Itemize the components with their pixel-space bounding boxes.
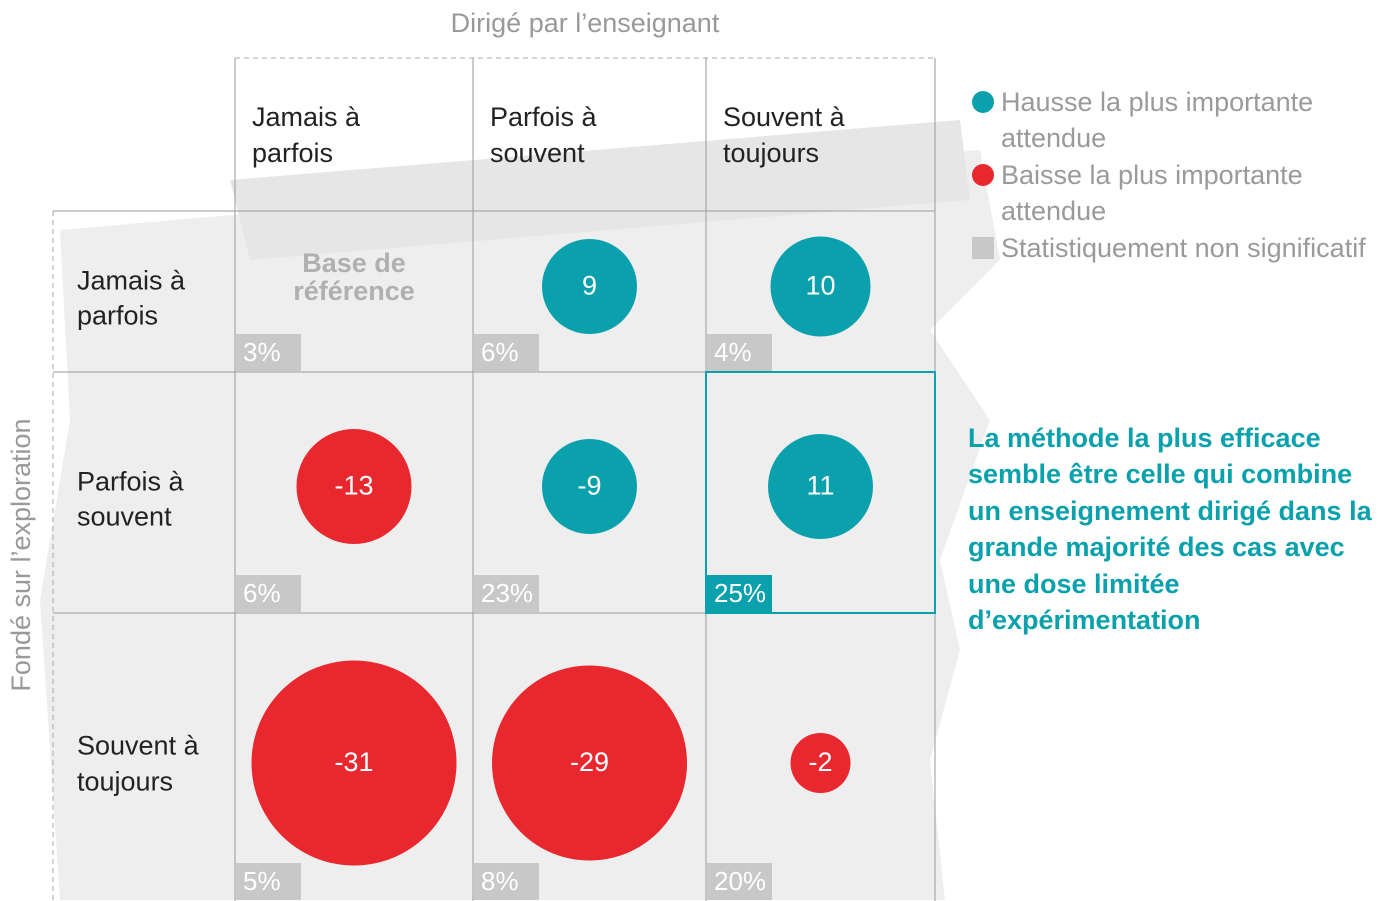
share-label: 20% bbox=[714, 866, 766, 896]
share-box bbox=[236, 334, 301, 371]
share-box bbox=[707, 334, 772, 371]
legend-label: Baisse la plus importante attendue bbox=[1001, 160, 1303, 227]
bubble bbox=[768, 434, 873, 539]
bubble bbox=[492, 665, 687, 861]
legend-label: Hausse la plus importante attendue bbox=[1001, 87, 1314, 154]
share-box bbox=[474, 863, 539, 900]
share-box bbox=[707, 575, 772, 612]
bubble-label: 10 bbox=[805, 271, 835, 301]
bubble bbox=[770, 236, 871, 337]
bubble bbox=[296, 429, 412, 544]
bubble bbox=[542, 239, 637, 334]
share-box bbox=[474, 334, 539, 371]
bubble-label: -31 bbox=[334, 747, 373, 777]
bubble-label: -9 bbox=[577, 471, 601, 501]
baseline-label: Base de référence bbox=[293, 247, 415, 306]
share-label: 4% bbox=[714, 337, 752, 367]
share-box bbox=[474, 575, 539, 612]
y-axis-title: Fondé sur l’exploration bbox=[6, 418, 37, 692]
row-header: Parfois à souvent bbox=[77, 465, 184, 532]
row-header: Souvent à toujours bbox=[77, 730, 199, 797]
annotation: La méthode la plus efficace semble être … bbox=[968, 423, 1372, 636]
x-axis-title: Dirigé par l’enseignant bbox=[450, 8, 720, 38]
share-label: 25% bbox=[714, 578, 766, 608]
column-header: Souvent à toujours bbox=[723, 102, 845, 168]
background-brush bbox=[230, 120, 970, 260]
share-box bbox=[707, 863, 772, 900]
bubble-label: -13 bbox=[334, 471, 373, 501]
legend-marker bbox=[972, 237, 994, 259]
share-label: 6% bbox=[243, 578, 281, 608]
column-header: Parfois à souvent bbox=[490, 102, 597, 168]
bubble-label: -29 bbox=[570, 747, 609, 777]
share-label: 6% bbox=[481, 337, 519, 367]
share-box bbox=[236, 575, 301, 612]
share-label: 5% bbox=[243, 866, 281, 896]
column-header: Jamais à parfois bbox=[252, 102, 361, 168]
bubble bbox=[790, 733, 851, 793]
bubble bbox=[542, 439, 637, 534]
bubble-label: 9 bbox=[582, 271, 597, 301]
share-label: 3% bbox=[243, 337, 281, 367]
share-label: 8% bbox=[481, 866, 519, 896]
share-box bbox=[236, 863, 301, 900]
highlight-frame bbox=[705, 371, 936, 614]
legend-marker bbox=[972, 164, 994, 186]
share-label: 23% bbox=[481, 578, 533, 608]
bubble-label: 11 bbox=[806, 471, 834, 501]
legend-label: Statistiquement non significatif bbox=[1001, 233, 1366, 263]
row-header: Jamais à parfois bbox=[77, 264, 186, 331]
legend-marker bbox=[972, 91, 994, 113]
bubble-label: -2 bbox=[808, 747, 832, 777]
bubble bbox=[251, 660, 457, 866]
